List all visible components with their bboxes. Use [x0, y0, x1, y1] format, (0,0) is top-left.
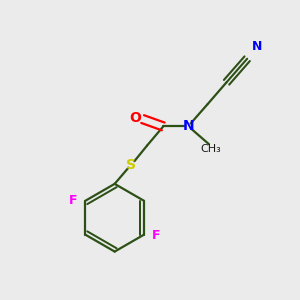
Text: F: F — [152, 229, 160, 242]
Text: F: F — [69, 194, 77, 207]
Text: S: S — [126, 158, 136, 172]
Text: N: N — [182, 119, 194, 134]
Text: CH₃: CH₃ — [200, 144, 221, 154]
Text: N: N — [251, 40, 262, 53]
Text: O: O — [129, 111, 141, 124]
